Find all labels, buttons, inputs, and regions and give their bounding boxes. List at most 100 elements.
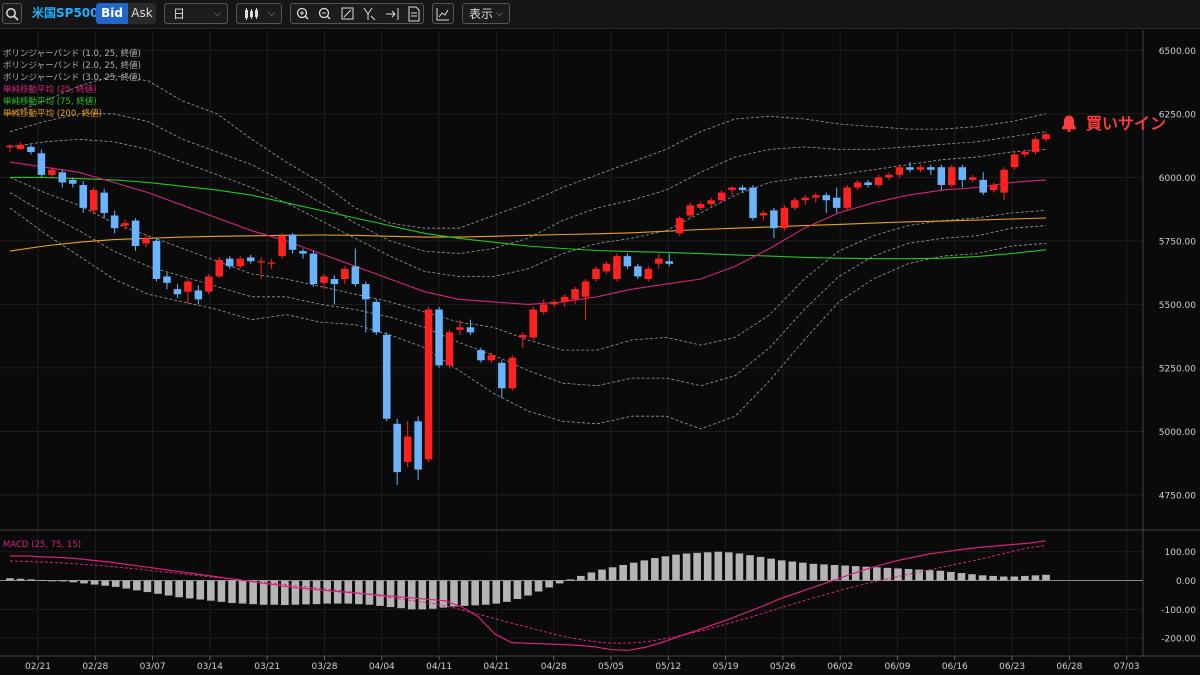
- search-button[interactable]: [2, 3, 22, 24]
- candle: [1021, 149, 1029, 158]
- candle: [267, 258, 276, 269]
- macd-hist-bar: [355, 580, 363, 605]
- macd-hist-bar: [196, 580, 205, 600]
- candle-body: [246, 257, 255, 262]
- candle-body: [770, 210, 778, 229]
- macd-hist-bar: [281, 580, 289, 606]
- candle: [707, 197, 715, 208]
- candle: [37, 149, 46, 178]
- candle: [1042, 131, 1050, 142]
- candle: [225, 256, 234, 269]
- candle: [487, 352, 496, 363]
- candle: [414, 416, 422, 480]
- macd-hist-bar: [978, 575, 987, 581]
- candle: [351, 248, 360, 287]
- jump-latest-icon[interactable]: [386, 8, 399, 20]
- candle: [644, 266, 653, 282]
- macd-hist-bar: [904, 569, 913, 581]
- candle: [968, 174, 977, 183]
- candle-body: [487, 355, 496, 361]
- y-tick-label: 5500.00: [1159, 301, 1196, 311]
- macd-hist-bar: [629, 562, 638, 581]
- bb-upper-1: [9, 138, 1047, 277]
- candle-body: [843, 187, 851, 208]
- candle: [529, 306, 537, 340]
- macd-hist-bar: [1031, 575, 1040, 581]
- chart-area[interactable]: 4750.00 5000.00 5250.00 5500.00 5750.00 6000.…: [0, 28, 1200, 675]
- candle: [1000, 167, 1008, 201]
- candle: [89, 187, 98, 215]
- zoom-out-icon[interactable]: [318, 7, 331, 20]
- x-tick-label: 06/23: [999, 662, 1025, 672]
- candle-body: [58, 172, 67, 183]
- period-select[interactable]: 日 ⌵: [164, 3, 228, 24]
- candle: [131, 218, 140, 252]
- candle-body: [27, 146, 35, 152]
- candle-body: [613, 256, 621, 279]
- candle: [69, 177, 77, 188]
- macd-hist-bar: [820, 564, 828, 581]
- document-icon[interactable]: [408, 6, 420, 22]
- candle-body: [37, 153, 46, 175]
- candle: [843, 184, 851, 211]
- candle: [613, 253, 621, 282]
- bb-upper-3: [9, 75, 1047, 229]
- macd-hist-bar: [492, 580, 501, 604]
- candle: [6, 144, 14, 152]
- zoom-in-icon[interactable]: [296, 7, 309, 20]
- candle-body: [456, 327, 464, 330]
- candle: [602, 261, 611, 274]
- symbol-label[interactable]: 米国SP500: [32, 6, 99, 20]
- candle: [341, 266, 349, 285]
- bid-button[interactable]: Bid: [96, 3, 128, 24]
- candle: [110, 210, 119, 234]
- macd-hist-bar: [957, 573, 966, 581]
- macd-hist-bar: [270, 580, 279, 605]
- macd-hist-bar: [545, 580, 553, 588]
- candle-body: [822, 195, 831, 201]
- macd-hist-bar: [788, 561, 797, 581]
- macd-hist-bar: [682, 553, 691, 581]
- cursor-icon[interactable]: [363, 7, 376, 21]
- candle-body: [801, 197, 810, 201]
- display-button[interactable]: 表示 ⌵: [462, 3, 510, 24]
- candle-body: [864, 182, 872, 185]
- chart-type-select[interactable]: ⌵: [236, 3, 282, 24]
- candle-body: [320, 276, 328, 283]
- macd-hist-bar: [143, 580, 152, 593]
- ask-button[interactable]: Ask: [128, 3, 156, 24]
- candle: [330, 275, 339, 305]
- indicator-button[interactable]: [432, 3, 454, 24]
- candle-body: [675, 218, 684, 234]
- macd-hist-bar: [577, 575, 585, 581]
- fit-icon[interactable]: [341, 7, 354, 20]
- macd-hist-bar: [862, 566, 871, 581]
- candle-body: [466, 327, 475, 333]
- candle: [16, 142, 25, 150]
- macd-hist-bar: [640, 560, 649, 581]
- candle: [832, 187, 841, 213]
- candle-body: [539, 304, 548, 313]
- x-tick-label: 05/26: [770, 662, 796, 672]
- candle-body: [812, 195, 820, 198]
- chart-tools: [290, 3, 424, 24]
- candle-body: [330, 279, 339, 285]
- candle-body: [832, 197, 841, 208]
- candle: [885, 172, 893, 180]
- candle-body: [885, 174, 893, 178]
- legend-bb1: ボリンジャーバンド (1.0, 25, 終値): [3, 49, 141, 59]
- macd-hist-bar: [566, 579, 575, 581]
- macd-hist-bar: [302, 580, 310, 605]
- candle: [665, 253, 674, 267]
- candle-body: [382, 334, 391, 419]
- x-tick-label: 02/28: [82, 662, 108, 672]
- candle-body: [937, 167, 946, 185]
- candle: [498, 360, 506, 399]
- candle: [801, 195, 810, 206]
- candle-body: [372, 301, 381, 333]
- macd-hist-bar: [830, 564, 839, 581]
- x-tick-label: 04/21: [483, 662, 509, 672]
- candle-body: [623, 256, 632, 267]
- macd-hist-bar: [915, 569, 923, 581]
- candle-body: [665, 261, 674, 264]
